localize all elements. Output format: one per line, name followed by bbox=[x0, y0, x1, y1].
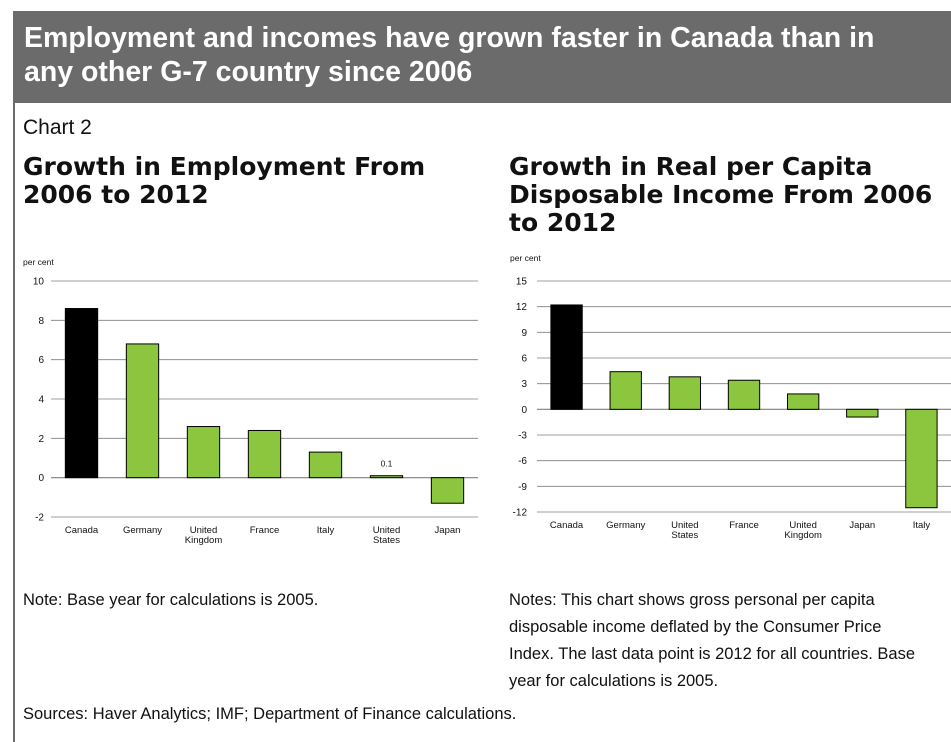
x-category-label: Kingdom bbox=[784, 530, 822, 541]
x-category-label: Italy bbox=[913, 520, 931, 531]
bar-france bbox=[247, 429, 282, 479]
x-category-label: Germany bbox=[606, 520, 645, 531]
y-tick-label: 15 bbox=[516, 277, 528, 288]
x-category-label: Germany bbox=[123, 525, 162, 536]
bar-france bbox=[727, 379, 761, 410]
y-tick-label: -3 bbox=[518, 431, 527, 442]
bar-italy bbox=[308, 451, 343, 479]
y-axis-unit-label: per cent bbox=[23, 257, 54, 267]
y-tick-label: 8 bbox=[38, 316, 44, 327]
x-category-label: Japan bbox=[849, 520, 875, 531]
x-category-label: United bbox=[671, 520, 698, 531]
bar-canada bbox=[64, 308, 99, 479]
x-category-label: Kingdom bbox=[185, 535, 223, 546]
y-tick-label: 2 bbox=[38, 434, 44, 445]
x-category-label: States bbox=[373, 535, 400, 546]
y-tick-label: 4 bbox=[38, 395, 44, 406]
y-tick-label: -6 bbox=[518, 456, 527, 467]
y-tick-label: 0 bbox=[521, 405, 527, 416]
y-tick-label: 6 bbox=[38, 355, 44, 366]
bar-germany bbox=[125, 343, 160, 479]
x-category-label: Canada bbox=[550, 520, 584, 531]
y-tick-label: -12 bbox=[513, 508, 528, 519]
x-category-label: Italy bbox=[317, 525, 335, 536]
left-border-rule bbox=[13, 103, 15, 742]
bar-united-kingdom bbox=[786, 393, 820, 410]
y-tick-label: 0 bbox=[38, 473, 44, 484]
bar-italy bbox=[905, 408, 938, 509]
y-tick-label: -2 bbox=[35, 513, 44, 524]
y-tick-label: 10 bbox=[33, 277, 45, 288]
x-category-label: Japan bbox=[435, 525, 461, 536]
y-tick-label: 9 bbox=[521, 328, 527, 339]
income-note: Notes: This chart shows gross personal p… bbox=[509, 591, 916, 690]
x-category-label: United bbox=[190, 525, 217, 536]
x-category-label: United bbox=[789, 520, 816, 531]
y-tick-label: -9 bbox=[518, 482, 527, 493]
x-category-label: France bbox=[250, 525, 280, 536]
x-category-label: France bbox=[729, 520, 759, 531]
income-growth-chart: per cent -12 -9 -6 -3 0 3 6 9 12 15 Canada Germany Un… bbox=[510, 253, 951, 541]
sources-line: Sources: Haver Analytics; IMF; Departmen… bbox=[23, 705, 517, 723]
x-category-label: Canada bbox=[65, 525, 99, 536]
bar-japan bbox=[846, 408, 879, 418]
bar-canada bbox=[550, 304, 583, 410]
x-category-label: States bbox=[671, 530, 698, 541]
headline-banner bbox=[13, 11, 951, 103]
y-tick-label: 12 bbox=[516, 302, 528, 313]
bar-united-kingdom bbox=[186, 426, 221, 479]
y-tick-label: 3 bbox=[521, 379, 527, 390]
headline-text: Employment and incomes have grown faster… bbox=[24, 22, 875, 88]
chart-number-label: Chart 2 bbox=[23, 116, 92, 139]
bar-germany bbox=[609, 371, 642, 410]
x-category-label: United bbox=[373, 525, 400, 536]
data-label: 0.1 bbox=[381, 459, 393, 469]
bar-japan bbox=[430, 477, 465, 504]
y-tick-label: 6 bbox=[521, 354, 527, 365]
income-chart-title: Growth in Real per Capita Disposable Inc… bbox=[509, 152, 933, 237]
y-axis-unit-label: per cent bbox=[510, 253, 541, 263]
bar-united-states bbox=[369, 475, 404, 479]
employment-chart-title: Growth in Employment From 2006 to 2012 bbox=[23, 152, 426, 209]
bar-united-states bbox=[668, 376, 702, 410]
employment-note: Note: Base year for calculations is 2005… bbox=[23, 591, 319, 609]
